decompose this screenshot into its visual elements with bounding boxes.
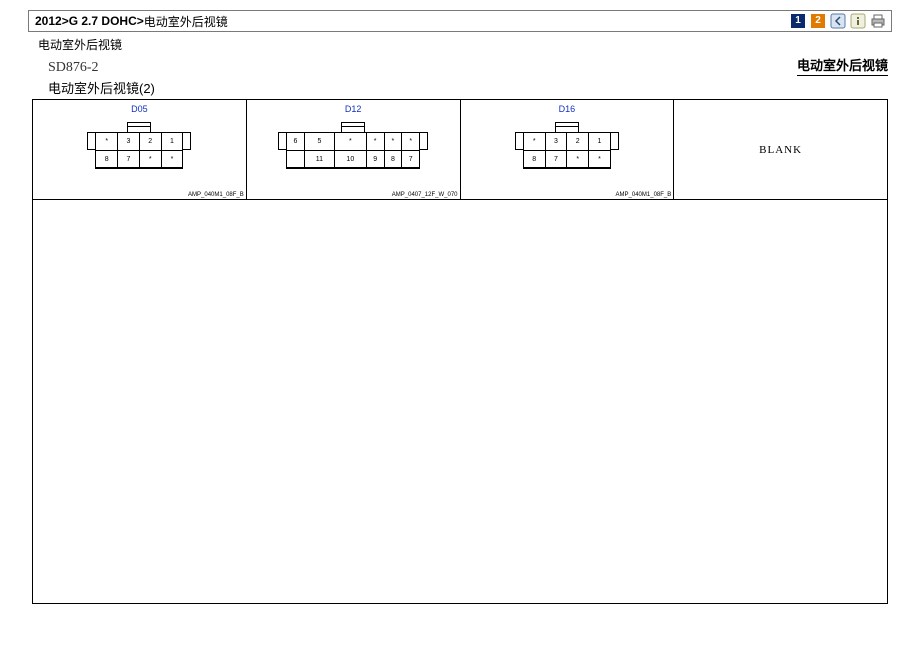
connector-cell-d12: D12 6 5 * * * * bbox=[247, 100, 461, 200]
pin: 3 bbox=[545, 133, 567, 151]
breadcrumb-engine: G 2.7 DOHC bbox=[69, 14, 137, 28]
pin: 8 bbox=[96, 151, 118, 169]
connector-diagram-d05: * 3 2 1 8 7 * * bbox=[87, 120, 191, 170]
diagram-code: SD876-2 bbox=[48, 60, 99, 76]
connector-label: D16 bbox=[559, 104, 576, 114]
print-button[interactable] bbox=[869, 13, 887, 29]
header-bar: 2012 > G 2.7 DOHC > 电动室外后视镜 1 2 bbox=[28, 10, 892, 32]
connector-part-number: AMP_040M1_08F_B bbox=[616, 192, 672, 198]
pin: * bbox=[139, 151, 161, 169]
pin: 2 bbox=[139, 133, 161, 151]
pin: * bbox=[384, 133, 402, 151]
pin: * bbox=[96, 133, 118, 151]
toolbar: 1 2 bbox=[789, 13, 891, 29]
pin: 2 bbox=[567, 133, 589, 151]
connector-cell-d16: D16 * 3 2 1 8 7 bbox=[461, 100, 675, 200]
pin: 8 bbox=[384, 151, 402, 169]
diagram-subheader: 电动室外后视镜(2) bbox=[28, 78, 892, 97]
back-button[interactable] bbox=[829, 13, 847, 29]
pin-table: * 3 2 1 8 7 * * bbox=[95, 132, 183, 169]
pin: * bbox=[589, 151, 611, 169]
breadcrumb-year: 2012 bbox=[35, 14, 62, 28]
breadcrumb-sep: > bbox=[137, 14, 144, 28]
pin: * bbox=[161, 151, 183, 169]
pin: * bbox=[334, 133, 366, 151]
connector-diagram-d12: 6 5 * * * * 11 10 9 8 bbox=[278, 120, 428, 170]
pin: 6 bbox=[287, 133, 305, 151]
pin: 7 bbox=[118, 151, 140, 169]
pin: 3 bbox=[118, 133, 140, 151]
page-1-button[interactable]: 1 bbox=[789, 13, 807, 29]
pin: 8 bbox=[523, 151, 545, 169]
pin bbox=[287, 151, 305, 169]
breadcrumb-title: 电动室外后视镜 bbox=[144, 13, 228, 30]
pin: 7 bbox=[545, 151, 567, 169]
pin: 5 bbox=[304, 133, 334, 151]
pin: * bbox=[366, 133, 384, 151]
pin: * bbox=[567, 151, 589, 169]
connector-cell-d05: D05 * 3 2 1 8 7 bbox=[33, 100, 247, 200]
connector-part-number: AMP_040M1_08F_B bbox=[188, 192, 244, 198]
pin: 1 bbox=[161, 133, 183, 151]
diagram-container: D05 * 3 2 1 8 7 bbox=[32, 99, 888, 604]
blank-label: BLANK bbox=[759, 144, 802, 156]
page-2-button[interactable]: 2 bbox=[809, 13, 827, 29]
breadcrumb: 2012 > G 2.7 DOHC > 电动室外后视镜 bbox=[29, 13, 228, 30]
connector-row: D05 * 3 2 1 8 7 bbox=[33, 100, 887, 200]
pin-table: * 3 2 1 8 7 * * bbox=[523, 132, 611, 169]
back-icon bbox=[830, 13, 846, 29]
breadcrumb-sep: > bbox=[62, 14, 69, 28]
info-icon bbox=[850, 13, 866, 29]
content-area: 电动室外后视镜 SD876-2 电动室外后视镜 电动室外后视镜(2) D05 *… bbox=[28, 36, 892, 604]
print-icon bbox=[870, 13, 886, 29]
pin: 11 bbox=[304, 151, 334, 169]
pin: 9 bbox=[366, 151, 384, 169]
pin: 1 bbox=[589, 133, 611, 151]
connector-diagram-d16: * 3 2 1 8 7 * * bbox=[515, 120, 619, 170]
pin-table: 6 5 * * * * 11 10 9 8 bbox=[286, 132, 420, 169]
pin: * bbox=[523, 133, 545, 151]
info-button[interactable] bbox=[849, 13, 867, 29]
pin: 7 bbox=[402, 151, 420, 169]
connector-part-number: AMP_0407_12F_W_070 bbox=[392, 192, 458, 198]
connector-cell-blank: BLANK bbox=[674, 100, 887, 200]
page-subtitle: 电动室外后视镜 bbox=[28, 36, 892, 53]
connector-label: D05 bbox=[131, 104, 148, 114]
page-number-1: 1 bbox=[791, 14, 805, 28]
pin: 10 bbox=[334, 151, 366, 169]
diagram-title-right: 电动室外后视镜 bbox=[797, 55, 888, 76]
page-number-2: 2 bbox=[811, 14, 825, 28]
title-row: SD876-2 电动室外后视镜 bbox=[28, 55, 892, 76]
pin: * bbox=[402, 133, 420, 151]
connector-label: D12 bbox=[345, 104, 362, 114]
